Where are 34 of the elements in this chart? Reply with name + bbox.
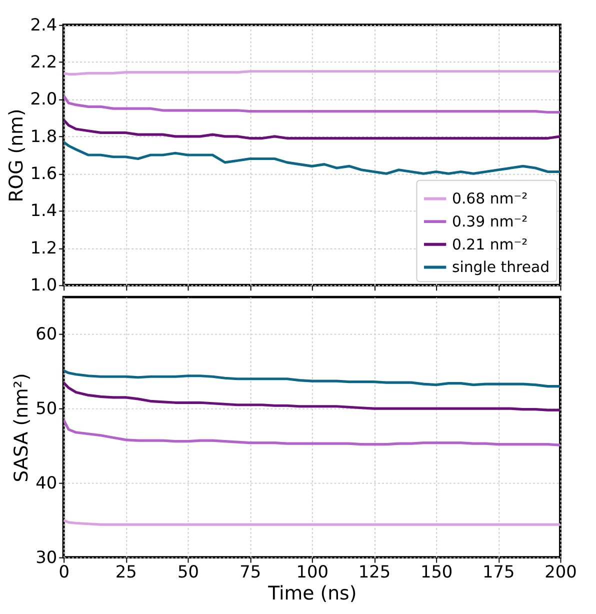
- y-tick-label: 60: [36, 324, 58, 344]
- y-tick-label: 1.0: [30, 274, 58, 295]
- line-series: [64, 381, 560, 412]
- legend-label: 0.39 nm⁻²: [452, 212, 528, 231]
- y-tick-label: 40: [36, 472, 58, 492]
- x-tick-label: 0: [58, 562, 70, 582]
- line-series: [64, 140, 560, 175]
- x-tick-label: 25: [115, 562, 137, 582]
- legend-label: 0.21 nm⁻²: [452, 235, 528, 254]
- x-tick-label: 200: [544, 562, 577, 582]
- x-tick-label: 150: [420, 562, 453, 582]
- line-series: [64, 118, 560, 140]
- legend-label: single thread: [452, 258, 550, 276]
- x-tick-label: 175: [482, 562, 515, 582]
- x-tick-label: 50: [177, 562, 199, 582]
- y-tick-label: 30: [36, 546, 58, 567]
- y-tick-label: 1.2: [30, 237, 58, 258]
- x-tick-label: 100: [296, 562, 329, 582]
- x-tick-label: 75: [240, 562, 262, 582]
- y-tick-label: 1.4: [30, 200, 58, 220]
- line-series: [64, 94, 560, 114]
- line-series: [64, 369, 560, 388]
- y-axis-title: ROG (nm): [5, 108, 28, 202]
- y-tick-label: 1.6: [30, 163, 58, 184]
- x-tick-label: 125: [358, 562, 391, 582]
- x-axis-title: Time (ns): [267, 582, 357, 605]
- y-tick-label: 2.4: [30, 14, 58, 34]
- legend-label: 0.68 nm⁻²: [452, 190, 528, 208]
- y-tick-label: 1.8: [30, 126, 58, 146]
- y-tick-label: 2.2: [30, 52, 58, 72]
- y-axis-title: SASA (nm²): [10, 373, 33, 482]
- y-tick-label: 2.0: [30, 88, 58, 109]
- y-tick-label: 50: [36, 398, 58, 418]
- line-series: [64, 418, 560, 446]
